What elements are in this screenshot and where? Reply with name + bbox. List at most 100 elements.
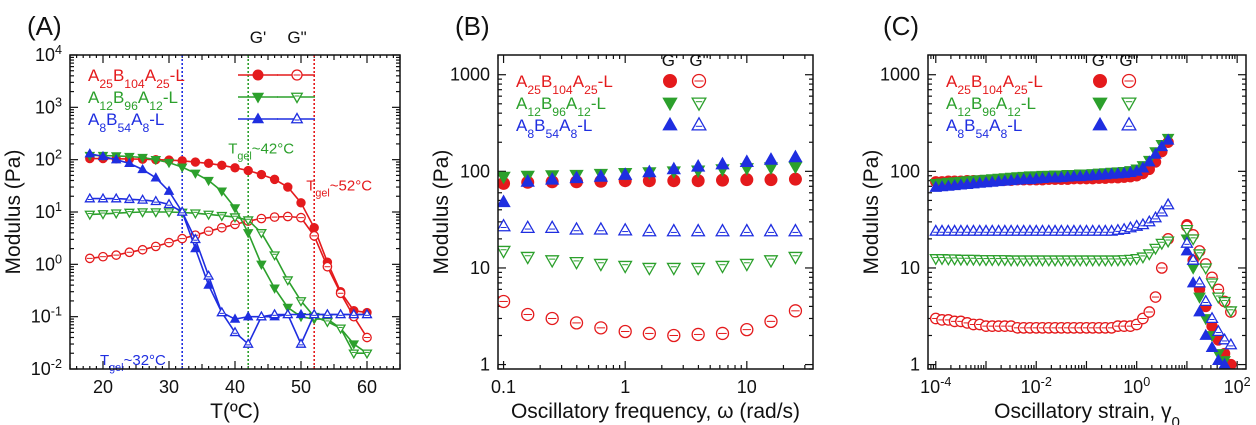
data-point [282,276,294,287]
tgel-annotation-part: gel [315,187,329,199]
tick-base: 10 [1123,377,1143,397]
y-axis-title: Modulus (Pa) [860,150,883,275]
legend-label-part: A [559,116,571,135]
tgel-annotation: Tgel~52°C [306,177,372,199]
data-point [361,308,373,319]
plot-frame [497,54,814,370]
data-point [255,310,267,321]
data-point [690,262,706,276]
data-point [242,311,254,321]
legend-label: A12B96A12-L [88,88,178,113]
y-tick-label: 100 [35,252,62,274]
data-point [348,349,360,360]
data-point [498,171,511,185]
data-point [690,223,706,237]
legend-label-part: 25 [1014,83,1028,97]
data-point [243,165,253,176]
legend-label: A8B54A8-L [88,110,164,135]
data-point [190,169,201,179]
x-tick-label: 0.1 [491,377,516,397]
data-point [1186,253,1200,265]
data-point [308,308,320,319]
data-point [1205,278,1219,290]
data-point [788,223,803,237]
data-point [124,152,135,163]
data-point [763,255,779,269]
series-1 [929,220,1237,334]
data-point [1212,353,1225,365]
x-tick-label: 20 [93,377,113,397]
data-point [1148,210,1163,223]
data-point [283,182,293,192]
series-line [89,152,367,320]
data-point [666,161,681,175]
data-point [256,260,267,270]
legend-label-part: A [145,66,157,85]
data-point [593,169,609,182]
data-point [348,308,360,319]
data-point [203,158,214,169]
legend-label-part: -L [577,116,592,135]
data-point [1180,224,1194,237]
tgel-annotation: Tgel~32°C [100,352,166,374]
legend-label-part: B [113,88,124,107]
data-point [545,172,560,185]
legend-label: A12B96A12-L [946,94,1036,119]
tick-base: 10 [35,202,55,222]
data-point [642,164,657,178]
data-point [348,340,360,350]
legend-label-part: A [516,116,528,135]
data-point [666,223,682,237]
legend-label-part: 104 [552,83,573,97]
series-3 [84,208,373,360]
data-point [123,208,135,219]
data-point [1192,275,1207,288]
legend-marker [1092,97,1108,112]
data-point [216,211,228,222]
y-tick-label: 10 [900,258,920,278]
legend-header-gdoubleprime: G" [1119,51,1138,70]
panel-letter: (C) [883,11,919,41]
panel-letter: (B) [455,11,490,41]
data-point [150,172,162,182]
legend-label-part: 12 [957,105,971,119]
data-point [137,208,149,218]
tick-exponent: -1 [51,305,62,319]
legend-label-part: B [106,110,117,129]
series-1 [498,294,803,343]
legend-label-part: 54 [118,121,132,135]
legend-label-part: B [964,116,975,135]
data-point [691,158,706,172]
data-point [84,148,96,158]
data-point [190,157,201,167]
legend-label-part: 104 [124,77,145,91]
series-line [89,211,367,354]
data-point [715,260,730,274]
series-3 [929,224,1238,318]
data-point [1180,244,1194,256]
data-point [110,209,122,220]
data-point [150,195,162,206]
legend-label-part: A [88,66,100,85]
y-axis-title: Modulus (Pa) [430,150,453,275]
data-point [295,338,307,348]
legend-label: A25B104A25-L [946,72,1043,97]
x-axis-title: T(ºC) [210,400,260,423]
x-tick-label: 60 [357,377,377,397]
legend-label-part: 96 [552,105,566,119]
legend-label-part: -L [163,88,178,107]
data-point [788,149,803,163]
tgel-annotation-part: gel [109,362,123,374]
x-tick-label: 40 [225,377,245,397]
x-tick-label: 10-2 [1021,375,1052,397]
plot-area [498,149,803,343]
data-point [97,150,109,161]
data-point [229,213,241,224]
legend-label-part: 8 [99,121,106,135]
data-point [229,204,241,214]
data-point [1148,243,1163,256]
data-point [137,194,149,204]
legend-label-part: 12 [1007,105,1021,119]
